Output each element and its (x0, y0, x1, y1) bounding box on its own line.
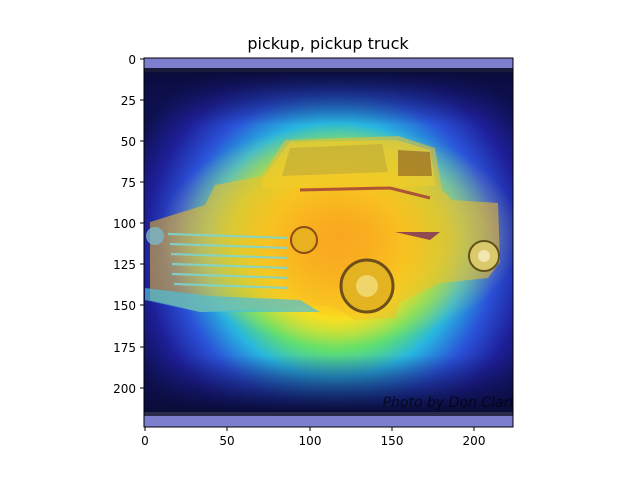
top-border-bar (144, 58, 513, 68)
y-tick-label: 25 (121, 94, 136, 108)
y-tick-label: 75 (121, 176, 136, 190)
y-axis: 0 25 50 75 100 125 150 175 200 (113, 53, 144, 396)
pickup-truck-shape (145, 125, 513, 345)
y-tick-label: 150 (113, 299, 136, 313)
axes-frame (143, 57, 514, 428)
y-tick-label: 50 (121, 135, 136, 149)
y-tick-label: 175 (113, 341, 136, 355)
x-axis: 0 50 100 150 200 (141, 427, 485, 448)
x-tick-label: 100 (299, 434, 322, 448)
x-tick-label: 150 (381, 434, 404, 448)
x-tick-label: 50 (219, 434, 234, 448)
y-tick-label: 125 (113, 258, 136, 272)
y-tick-label: 200 (113, 382, 136, 396)
y-tick-label: 0 (128, 53, 136, 67)
x-tick-label: 0 (141, 434, 149, 448)
figure-title: pickup, pickup truck (247, 34, 409, 53)
bottom-border-bar (144, 416, 513, 427)
y-tick-label: 100 (113, 217, 136, 231)
watermark-text: Photo by Don Clark (383, 395, 519, 411)
x-tick-label: 200 (463, 434, 486, 448)
heatmap-image: Photo by Don Clark (144, 58, 519, 427)
